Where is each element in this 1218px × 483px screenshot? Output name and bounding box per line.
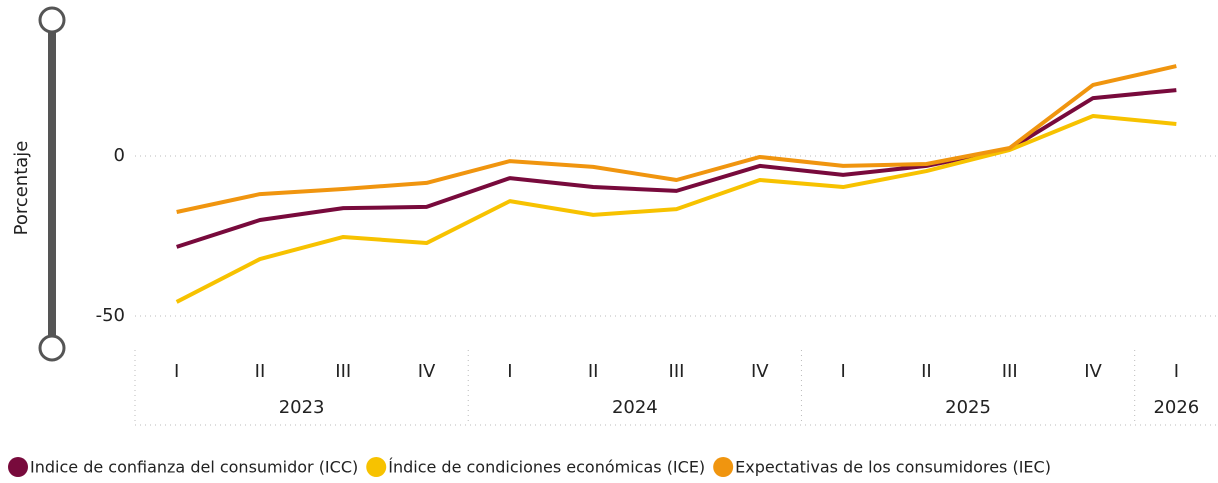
- x-tick-label: II: [255, 361, 266, 382]
- x-tick-label: III: [335, 361, 351, 382]
- x-tick-label: I: [840, 361, 845, 382]
- x-tick-label: II: [921, 361, 932, 382]
- x-tick-label: I: [1174, 361, 1179, 382]
- legend-swatch: [366, 457, 387, 477]
- line-series: [176, 88, 1177, 249]
- x-tick-label: I: [174, 361, 179, 382]
- legend-label: Indice de confianza del consumidor (ICC): [30, 458, 358, 477]
- legend-swatch: [8, 457, 28, 477]
- x-tick-label: II: [588, 361, 599, 382]
- legend-label: Índice de condiciones económicas (ICE): [388, 458, 705, 477]
- y-axis-label: Porcentaje: [11, 141, 32, 236]
- line-series: [176, 64, 1177, 214]
- y-tick-label: -50: [96, 305, 125, 326]
- x-tick-label: IV: [751, 361, 769, 382]
- x-tick-label: IV: [1084, 361, 1102, 382]
- slider-handle[interactable]: [38, 6, 66, 34]
- slider-handle[interactable]: [38, 334, 66, 362]
- x-group-label: 2025: [945, 397, 991, 418]
- x-tick-label: III: [669, 361, 685, 382]
- legend-swatch: [713, 457, 734, 477]
- x-group-label: 2024: [612, 397, 658, 418]
- x-group-label: 2026: [1153, 397, 1199, 418]
- x-group-label: 2023: [279, 397, 325, 418]
- legend-label: Expectativas de los consumidores (IEC): [735, 458, 1051, 477]
- x-tick-label: III: [1002, 361, 1018, 382]
- y-tick-label: 0: [114, 145, 125, 166]
- x-tick-label: I: [507, 361, 512, 382]
- x-tick-label: IV: [418, 361, 436, 382]
